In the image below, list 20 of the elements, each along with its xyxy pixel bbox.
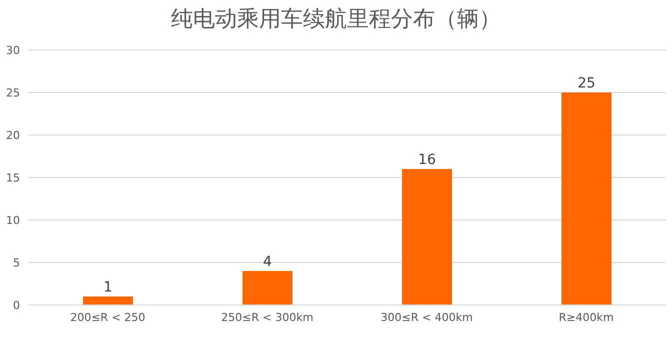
y-tick-label: 0: [13, 298, 20, 312]
data-label: 4: [263, 254, 272, 270]
x-tick-label: 200≤R < 250: [70, 310, 146, 324]
y-tick-label: 20: [6, 128, 20, 142]
bar: [402, 169, 452, 305]
chart-title: 纯电动乘用车续航里程分布（辆）: [170, 6, 502, 34]
data-label: 25: [578, 76, 596, 92]
bar: [83, 296, 133, 305]
y-tick-label: 25: [6, 86, 20, 100]
y-tick-label: 5: [13, 256, 20, 270]
y-tick-label: 15: [6, 171, 20, 184]
y-tick-label: 10: [6, 214, 20, 227]
data-label: 16: [418, 152, 436, 168]
bar: [562, 92, 612, 305]
x-tick-label: 250≤R < 300km: [221, 310, 314, 324]
x-tick-label: R≥400km: [558, 310, 614, 324]
data-label: 1: [104, 280, 112, 296]
bar: [242, 271, 292, 305]
y-tick-label: 30: [6, 44, 20, 57]
x-tick-label: 300≤R < 400km: [380, 310, 473, 324]
